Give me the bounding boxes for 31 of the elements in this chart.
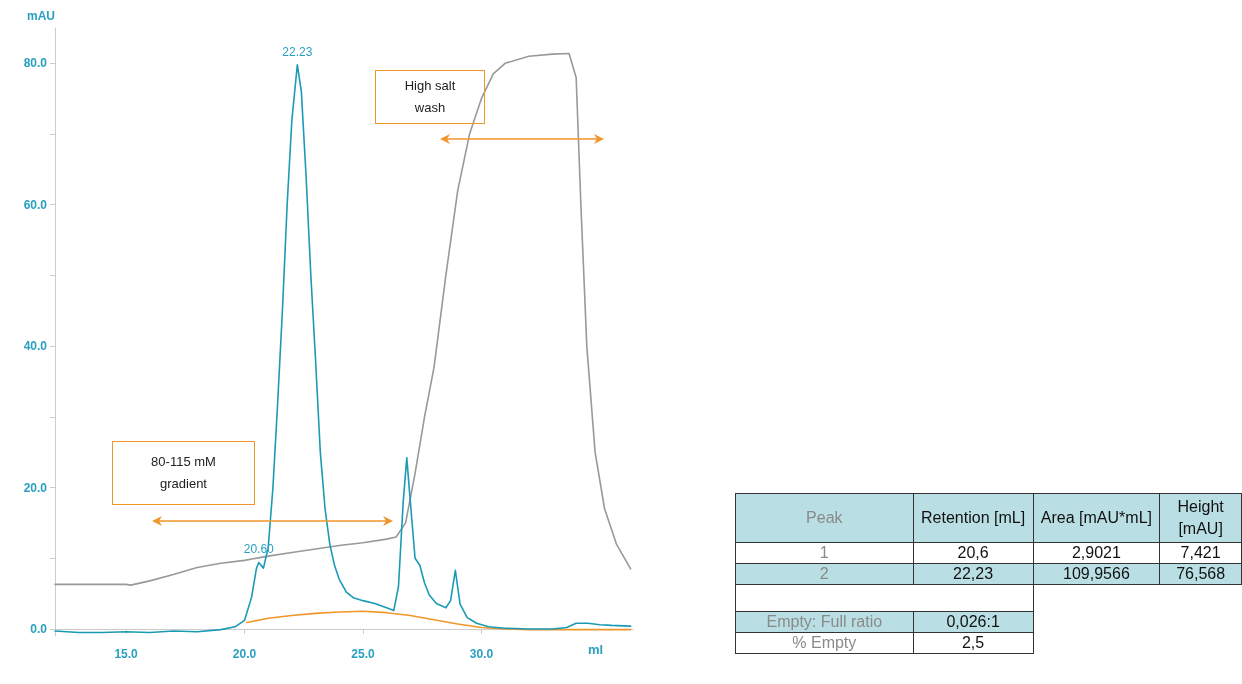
y-tick-label: 20.0 <box>23 480 48 495</box>
y-tick-label: 60.0 <box>23 197 48 212</box>
text: % Empty <box>792 634 857 651</box>
category-label: Area [mAU*mL] <box>1033 493 1160 543</box>
text: 2 <box>819 565 829 582</box>
category-label: Height [mAU] <box>1159 493 1242 543</box>
x-axis-title: ml <box>588 641 604 657</box>
x-tick-label: 15.0 <box>114 647 139 661</box>
text: 1 <box>819 544 829 561</box>
text: 7,421 <box>1180 544 1221 561</box>
note-box: 80-115 mM gradient <box>112 441 255 505</box>
x-tick-label: 30.0 <box>469 647 494 661</box>
text: Empty: Full ratio <box>766 613 883 630</box>
line-series <box>246 610 632 631</box>
y-tick-label: 40.0 <box>23 339 48 354</box>
annotation: 22.23 <box>282 44 313 59</box>
text: 20,6 <box>957 544 989 561</box>
y-tick-label: 0.0 <box>30 621 48 636</box>
y-tick-label: 80.0 <box>23 56 48 71</box>
note-box: High salt wash <box>375 70 485 124</box>
category-label: Peak <box>735 493 914 543</box>
text: 76,568 <box>1176 565 1226 582</box>
text: 2,5 <box>961 634 985 651</box>
x-tick-label: 20.0 <box>232 647 257 661</box>
x-tick-label: 25.0 <box>351 647 375 661</box>
category-label: Retention [mL] <box>913 493 1034 543</box>
text: 22,23 <box>953 565 994 582</box>
text: 109,9566 <box>1063 565 1130 582</box>
y-axis-title: mAU <box>26 9 55 23</box>
text: 0,026:1 <box>946 613 1000 630</box>
text: 2,9021 <box>1071 544 1121 561</box>
